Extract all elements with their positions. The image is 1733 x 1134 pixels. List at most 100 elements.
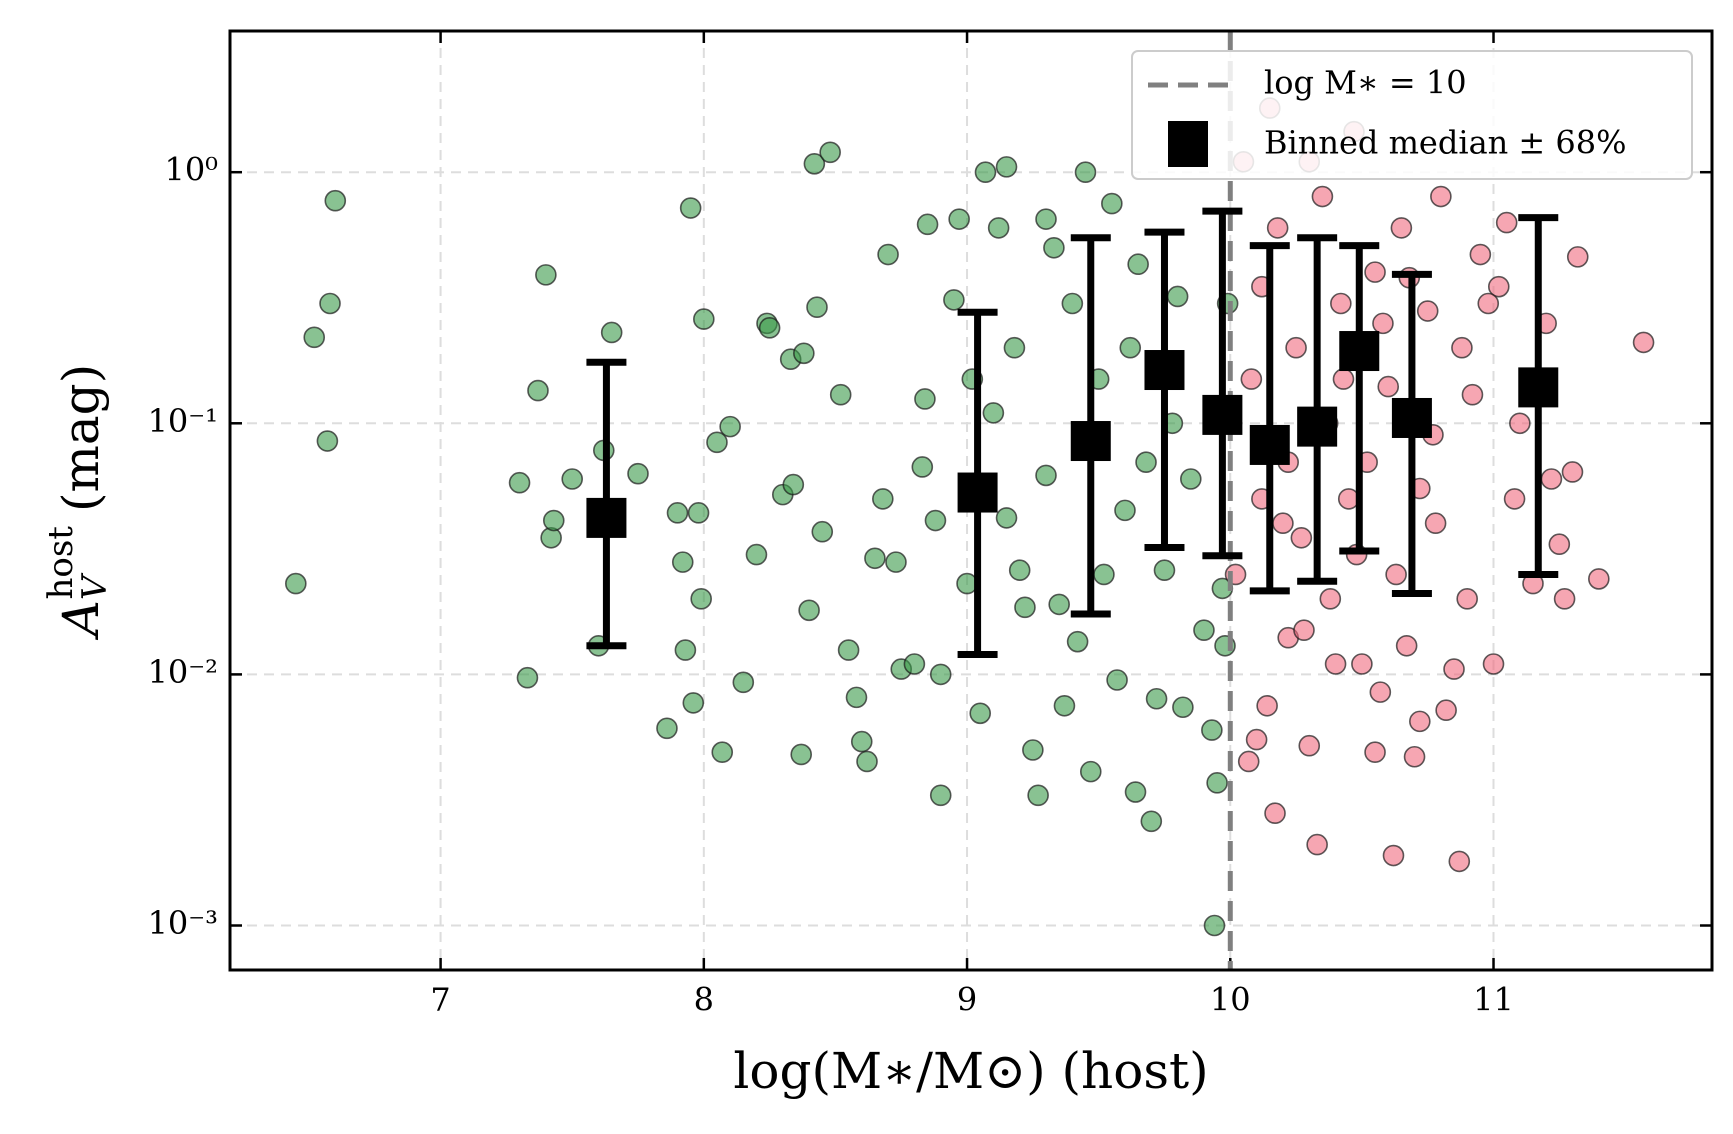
scatter-point [864, 547, 886, 570]
scatter-point [535, 264, 557, 286]
scatter-point [929, 663, 952, 686]
scatter-point [1237, 750, 1260, 773]
scatter-point [1390, 217, 1413, 239]
scatter-point [885, 551, 907, 573]
scatter-point [1477, 292, 1500, 315]
scatter-point [782, 473, 805, 496]
legend-box [1131, 50, 1693, 180]
scatter-point [1266, 217, 1289, 239]
scatter-point [1385, 563, 1407, 586]
y-label-sup: host [41, 526, 81, 600]
scatter-point [806, 296, 828, 318]
scatter-point [924, 509, 947, 532]
scatter-point [671, 551, 694, 573]
scatter-point [1403, 745, 1426, 768]
scatter-point [1487, 275, 1510, 298]
scatter-point [1153, 559, 1176, 582]
y-label-unit: (mag) [52, 364, 110, 512]
scatter-point [974, 161, 997, 183]
scatter-point [1298, 734, 1321, 757]
scatter-point [1272, 512, 1294, 535]
scatter-point [1035, 464, 1057, 487]
scatter-point [1114, 499, 1136, 522]
scatter-point [1119, 336, 1142, 359]
scatter-point [969, 702, 992, 725]
scatter-point [1632, 331, 1655, 354]
x-tick-label: 9 [957, 981, 977, 1019]
scatter-point [1369, 681, 1392, 703]
scatter-point [811, 520, 834, 543]
scatter-point [682, 692, 705, 714]
median-marker [1518, 367, 1559, 408]
scatter-point [948, 208, 970, 230]
scatter-point [1043, 236, 1065, 259]
scatter-point [1424, 512, 1447, 535]
scatter-point [1093, 563, 1115, 586]
scatter-point [1027, 784, 1049, 807]
scatter-point [687, 502, 710, 524]
scatter-point [1548, 533, 1571, 556]
y-axis-label: AVhost (mag) [41, 364, 115, 640]
scatter-point [1124, 781, 1147, 803]
scatter-point [1430, 185, 1452, 208]
y-tick-label: 10⁻³ [148, 904, 218, 942]
scatter-point [916, 213, 939, 236]
scatter-point [1240, 368, 1263, 390]
scatter-point [542, 509, 565, 532]
legend-label: log M∗ = 10 [1264, 64, 1467, 102]
scatter-point [1127, 253, 1149, 276]
scatter-point [1256, 694, 1278, 717]
scatter-point [758, 317, 781, 339]
legend-swatch [1168, 121, 1208, 167]
scatter-point [1074, 161, 1097, 183]
scatter-point [1443, 658, 1465, 680]
scatter-point [995, 507, 1018, 529]
scatter-point [845, 686, 868, 709]
scatter-point [1306, 833, 1328, 856]
median-marker [1297, 406, 1338, 447]
y-tick-label: 10⁰ [164, 151, 218, 189]
scatter-point [793, 342, 815, 365]
scatter-point [803, 153, 826, 175]
scatter-point [850, 730, 873, 753]
scatter-point [1285, 336, 1307, 359]
median-marker [1202, 394, 1243, 435]
scatter-point [1166, 285, 1189, 308]
scatter-point [1332, 368, 1355, 390]
scatter-point [1330, 292, 1352, 315]
scatter-point [1140, 810, 1163, 833]
x-tick-label: 11 [1473, 981, 1514, 1019]
scatter-point [1382, 844, 1405, 867]
scatter-point [1451, 336, 1473, 359]
scatter-point [1106, 669, 1128, 691]
scatter-point [1206, 772, 1228, 794]
scatter-point [1482, 653, 1505, 675]
scatter-point [1101, 192, 1123, 215]
scatter-point [1290, 526, 1313, 549]
scatter-point [995, 156, 1018, 178]
y-label-sub: V [75, 572, 115, 600]
y-tick-label: 10⁻¹ [148, 402, 218, 440]
scatter-point [285, 572, 307, 595]
scatter-point [1003, 336, 1026, 359]
scatter-point [719, 415, 741, 438]
scatter-point [790, 743, 813, 766]
scatter-point [319, 292, 341, 315]
scatter-point [316, 430, 339, 452]
scatter-point [1079, 760, 1102, 783]
scatter-point [1203, 914, 1226, 937]
scatter-point [1337, 488, 1360, 510]
scatter-point [303, 326, 326, 349]
scatter-point [1135, 451, 1157, 473]
scatter-point [829, 383, 852, 406]
scatter-point [872, 488, 894, 510]
scatter-point [837, 639, 860, 661]
scatter-point [1311, 185, 1334, 208]
scatter-point [527, 379, 549, 402]
scatter-point [987, 217, 1010, 239]
median-marker [586, 497, 627, 538]
scatter-point [1048, 593, 1070, 616]
plot-area [285, 31, 1655, 970]
plot-frame [228, 29, 1714, 972]
